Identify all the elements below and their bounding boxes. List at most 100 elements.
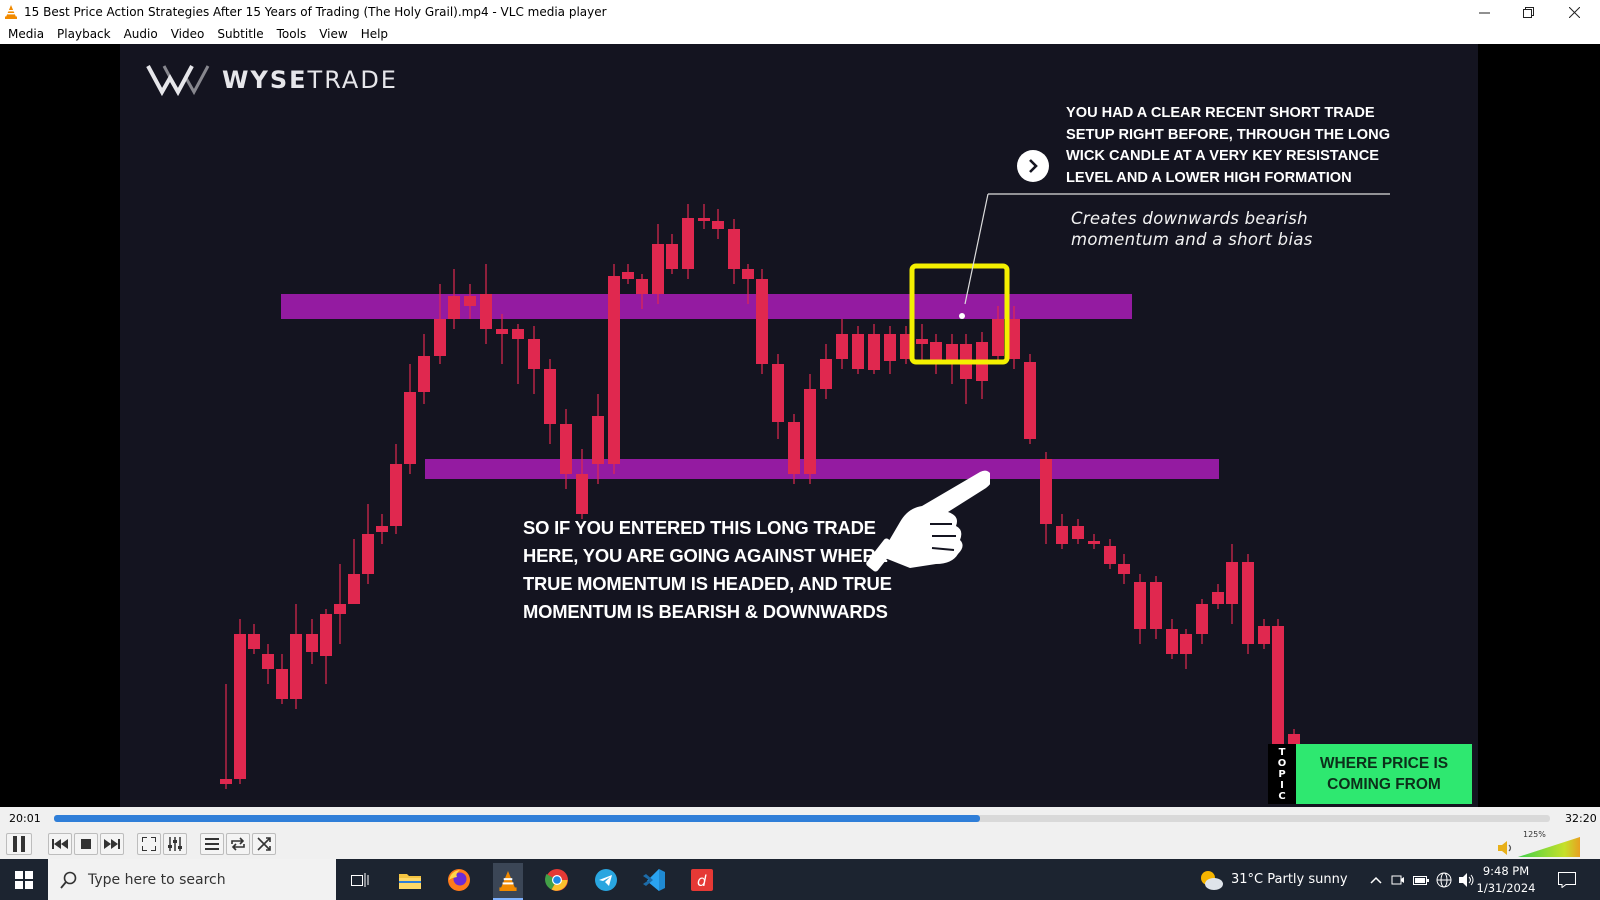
vlc-icon — [499, 870, 517, 891]
menu-tools[interactable]: Tools — [276, 27, 307, 41]
network-icon[interactable] — [1436, 872, 1452, 888]
chevron-up-icon[interactable] — [1370, 876, 1382, 884]
speaker-icon[interactable] — [1459, 873, 1475, 887]
chrome-button[interactable] — [544, 867, 570, 893]
candle — [1196, 604, 1208, 634]
close-button[interactable] — [1552, 0, 1596, 24]
candle — [1150, 582, 1162, 629]
candle — [404, 392, 416, 464]
taskbar-search[interactable]: Type here to search — [48, 859, 336, 900]
battery-icon[interactable] — [1413, 874, 1429, 886]
video-area[interactable]: WYSETRADE YOU HAD A CLEAR RECENT SHORT T… — [0, 44, 1600, 807]
title-bar: 15 Best Price Action Strategies After 15… — [0, 0, 1600, 24]
menu-view[interactable]: View — [319, 27, 348, 41]
candle — [666, 244, 678, 269]
volume-percent: 125% — [1523, 830, 1546, 839]
total-time: 32:20 — [1565, 812, 1597, 825]
menu-help[interactable]: Help — [360, 27, 389, 41]
restore-icon — [1522, 6, 1534, 18]
candle — [636, 279, 648, 294]
candle — [576, 474, 588, 514]
candle — [512, 329, 524, 339]
candle — [1072, 526, 1084, 539]
candle — [788, 422, 800, 474]
candle — [276, 669, 288, 699]
chevron-right-icon — [1017, 150, 1049, 182]
clock-time: 9:48 PM — [1482, 864, 1530, 878]
menu-video[interactable]: Video — [170, 27, 205, 41]
menu-playback[interactable]: Playback — [57, 27, 111, 41]
stop-button[interactable] — [74, 833, 98, 855]
candle — [544, 369, 556, 424]
pointer-dot — [959, 313, 965, 319]
candle — [306, 634, 318, 652]
file-explorer-button[interactable] — [397, 867, 423, 893]
next-button[interactable] — [100, 833, 124, 855]
speaker-icon[interactable] — [1498, 841, 1514, 855]
taskbar-clock[interactable]: 9:48 PM 1/31/2024 — [1470, 863, 1542, 897]
shuffle-button[interactable] — [252, 833, 276, 855]
candle — [1056, 526, 1068, 544]
stop-icon — [81, 839, 91, 849]
resistance-zone — [281, 294, 1132, 319]
candle — [1258, 626, 1270, 644]
vscode-button[interactable] — [641, 867, 667, 893]
start-button[interactable] — [11, 867, 37, 893]
firefox-button[interactable] — [446, 867, 472, 893]
loop-icon — [231, 837, 245, 851]
previous-button[interactable] — [48, 833, 72, 855]
candle — [348, 574, 360, 604]
elapsed-time: 20:01 — [9, 812, 41, 825]
candle — [220, 779, 232, 784]
vlc-icon — [5, 5, 17, 19]
meet-now-icon[interactable] — [1391, 873, 1405, 887]
folder-icon — [399, 874, 421, 889]
pause-button[interactable] — [6, 833, 32, 855]
candle — [1180, 634, 1192, 654]
weather-icon — [1201, 871, 1223, 890]
vlc-taskbar-button[interactable] — [493, 863, 523, 900]
restore-button[interactable] — [1506, 0, 1550, 24]
app-d-icon: d — [691, 869, 713, 891]
candle — [1212, 592, 1224, 604]
candle — [1040, 459, 1052, 524]
menu-subtitle[interactable]: Subtitle — [217, 27, 264, 41]
candle — [608, 276, 620, 464]
window-title: 15 Best Price Action Strategies After 15… — [24, 5, 607, 19]
candle — [1134, 582, 1146, 629]
minimize-button[interactable] — [1462, 0, 1506, 24]
skip-next-icon — [104, 839, 120, 849]
candle — [560, 424, 572, 474]
candle — [756, 279, 768, 364]
candle — [728, 229, 740, 269]
extended-settings-button[interactable] — [163, 833, 187, 855]
candle — [434, 319, 446, 356]
fullscreen-button[interactable] — [137, 833, 161, 855]
playlist-icon — [205, 838, 219, 850]
notifications-icon[interactable] — [1558, 872, 1576, 888]
menu-audio[interactable]: Audio — [123, 27, 158, 41]
task-view-icon — [351, 873, 369, 887]
candle — [836, 334, 848, 359]
candle — [946, 344, 958, 364]
candle — [682, 218, 694, 269]
telegram-button[interactable] — [593, 867, 619, 893]
menu-media[interactable]: Media — [8, 27, 45, 41]
seek-bar[interactable] — [54, 815, 1550, 822]
search-placeholder: Type here to search — [88, 871, 226, 888]
candle — [1242, 562, 1254, 644]
candle — [496, 329, 508, 334]
task-view-button[interactable] — [347, 867, 373, 893]
candle — [1104, 546, 1116, 564]
playlist-button[interactable] — [200, 833, 224, 855]
wysetrade-logo: WYSETRADE — [146, 64, 398, 96]
wysetrade-logo-icon — [146, 65, 210, 96]
loop-button[interactable] — [226, 833, 250, 855]
app-d-button[interactable]: d — [689, 867, 715, 893]
taskbar: Type here to search d 31°C Partly sunny … — [0, 859, 1600, 900]
weather-text[interactable]: 31°C Partly sunny — [1231, 872, 1348, 887]
volume-slider[interactable] — [1518, 837, 1580, 857]
candle — [234, 634, 246, 779]
